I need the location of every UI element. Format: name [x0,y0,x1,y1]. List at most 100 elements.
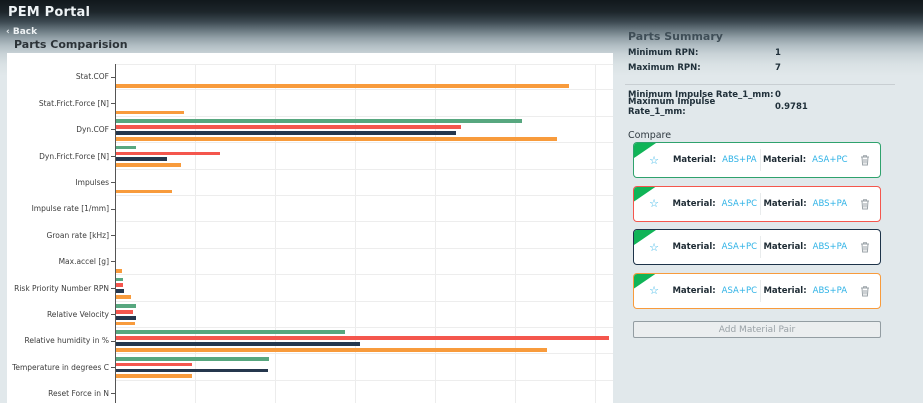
bar-orange [116,348,548,352]
summary-divider [625,84,895,85]
favorite-star-icon[interactable]: ☆ [649,197,659,210]
material-link[interactable]: ASA+PC [812,155,848,165]
bar-orange [116,374,193,379]
bar-orange [116,163,181,168]
plot-row [115,64,613,91]
delete-pair-button[interactable] [850,241,880,253]
material-label: Material: [763,285,807,296]
bar-orange [116,295,132,300]
y-axis-tick [111,393,115,395]
trash-icon [861,285,869,296]
material-label: Material: [763,242,807,252]
trash-icon [861,242,869,253]
stat-label: Maximum RPN: [628,62,701,73]
bar-orange [116,268,123,273]
delete-pair-button[interactable] [850,154,880,166]
chart-category-row: Relative Velocity [7,301,613,328]
bar-green [116,145,137,150]
plot-row [115,143,613,170]
bar-red [116,125,461,129]
bar-orange [116,84,569,88]
chart-category-row: Dyn.COF [7,116,613,144]
material-link[interactable]: ASA+PC [721,242,758,252]
y-axis-label: Impulse rate [1/mm] [31,204,109,214]
bar-orange [116,189,173,194]
bar-red [116,283,124,288]
y-axis-tick [111,314,115,316]
bar-green [116,303,137,308]
add-material-pair-button[interactable]: Add Material Pair [633,321,881,338]
chart-category-row: Dyn.Frict.Force [N] [7,143,613,170]
material-pair-cards: ☆ Material: ABS+PA Material: ASA+PC ☆ Material… [633,142,881,316]
y-axis-tick [111,340,115,342]
material-pair-card: ☆ Material: ASA+PC Material: ABS+PA [633,229,881,265]
material-label: Material: [763,198,807,209]
material-link[interactable]: ABS+PA [722,155,757,165]
card-divider [759,236,761,258]
delete-pair-button[interactable] [850,285,880,297]
trash-icon [861,198,869,209]
y-axis-tick [111,103,115,105]
material-label: Material: [672,198,716,209]
plot-row [115,90,613,117]
material-link[interactable]: ABS+PA [812,242,848,252]
bar-red [116,362,193,367]
plot-row [115,301,613,328]
back-link[interactable]: ‹ Back [6,27,38,37]
chart-category-row: Groan rate [kHz] [7,222,613,249]
chart-category-row: Max.accel [g] [7,248,613,276]
y-axis-label: Risk Priority Number RPN [14,283,109,293]
bar-green [116,330,346,335]
y-axis-tick [111,129,115,131]
plot-row [115,222,613,249]
material-slot: Material: ASA+PC [670,199,760,209]
material-label: Material: [672,155,717,165]
plot-row [115,327,613,355]
chart-category-row: Impulse rate [1/mm] [7,195,613,223]
favorite-star-icon[interactable]: ☆ [649,284,659,297]
chart-category-row: Relative humidity in % [7,327,613,355]
bar-navy [116,315,137,320]
plot-row [115,275,613,302]
stat-label: Minimum RPN: [628,47,699,58]
parts-comparison-chart: Stat.COF Stat.Frict.Force [N] Dyn.COF Dyn.F… [7,53,613,403]
y-axis-label: Relative Velocity [46,309,109,319]
stat-value: 0 [775,90,781,100]
y-axis-tick [111,287,115,289]
material-slot: Material: ABS+PA [761,242,851,252]
material-link[interactable]: ABS+PA [812,198,848,209]
stat-row: Maximum RPN: 7 [628,60,895,75]
delete-pair-button[interactable] [850,198,880,210]
chart-category-row: Reset Force in N [7,380,613,403]
material-link[interactable]: ASA+PC [721,285,758,296]
bar-orange [116,136,557,141]
bar-orange [116,321,136,326]
bar-green [116,356,270,361]
compare-section-label: Compare [628,130,672,141]
material-slot: Material: ABS+PA [761,286,851,296]
y-axis-tick [111,155,115,157]
y-axis-tick [111,235,115,237]
material-link[interactable]: ABS+PA [812,285,848,296]
bar-red [116,336,609,341]
plot-row [115,380,613,403]
stat-value: 7 [775,62,781,73]
favorite-star-icon[interactable]: ☆ [649,153,659,167]
bar-navy [116,131,456,135]
material-slot: Material: ABS+PA [670,155,760,165]
app-title: PEM Portal [8,5,91,20]
bar-green [116,119,522,124]
plot-row [115,354,613,381]
favorite-star-icon[interactable]: ☆ [649,240,659,254]
stat-label: Minimum Impulse Rate_1_mm: [628,90,774,100]
y-axis-label: Dyn.Frict.Force [N] [39,151,109,161]
y-axis-tick [111,76,115,78]
material-link[interactable]: ASA+PC [721,198,758,209]
stat-value: 1 [775,47,781,58]
stat-row: Minimum Impulse Rate_1_mm: 0 [628,89,895,101]
chart-category-row: Risk Priority Number RPN [7,275,613,302]
stat-row: Maximum Impulse Rate_1_mm: 0.9781 [628,97,895,117]
y-axis-label: Stat.Frict.Force [N] [38,98,109,108]
y-axis-label: Groan rate [kHz] [46,230,109,240]
plot-row [115,169,613,196]
